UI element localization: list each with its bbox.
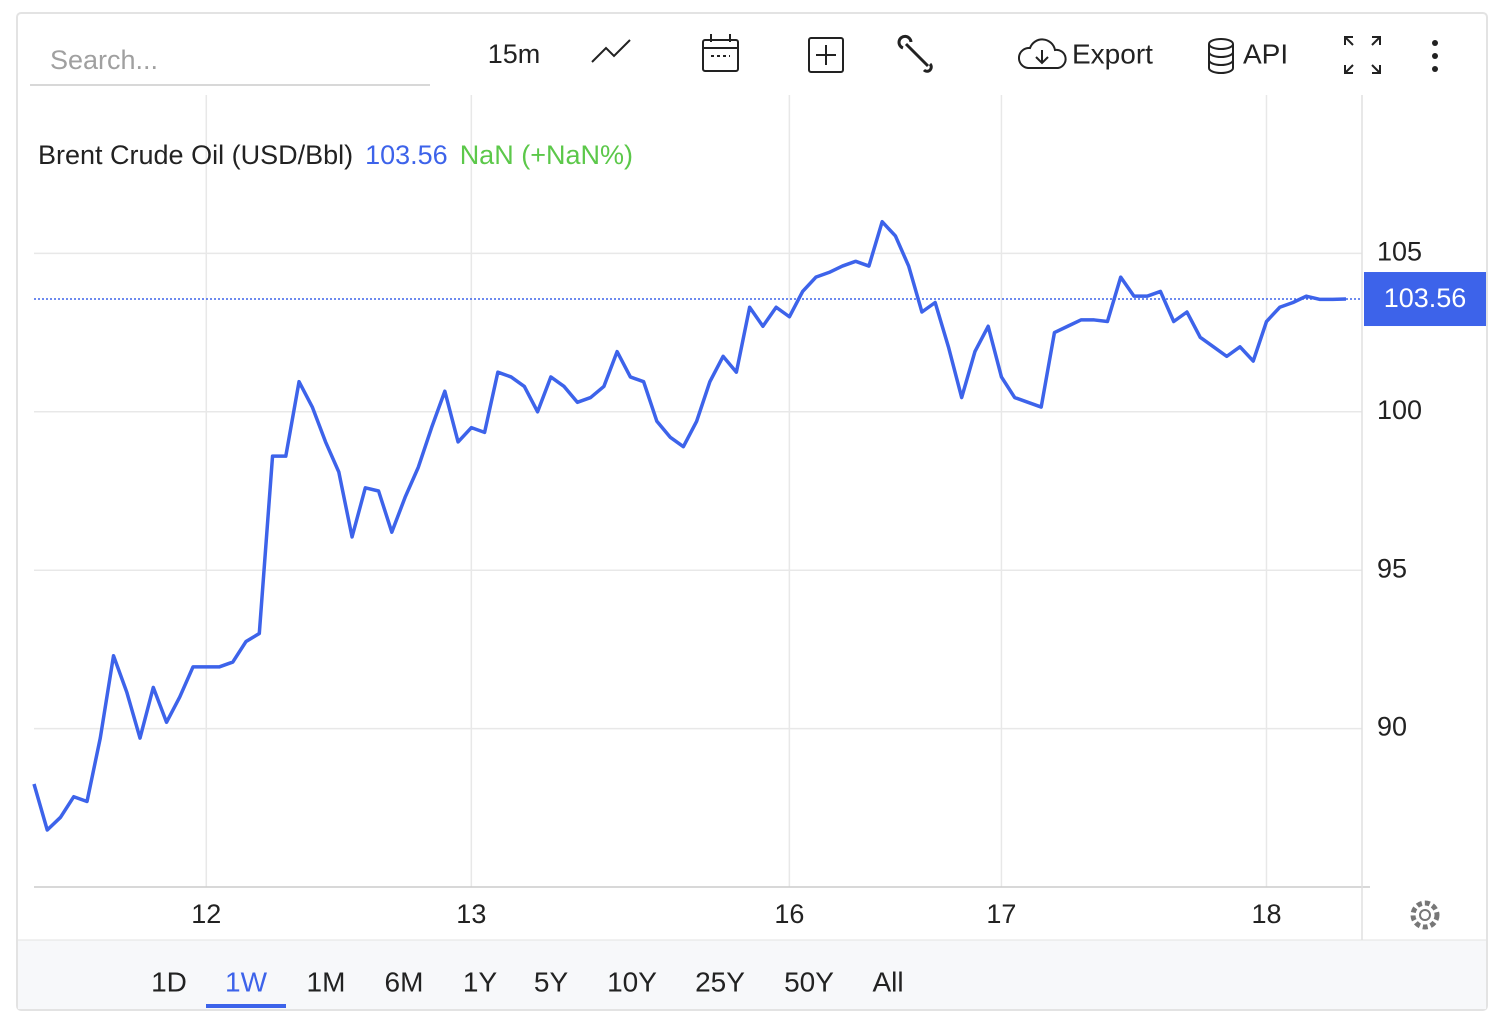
- range-button[interactable]: 50Y: [784, 966, 834, 997]
- y-tick-label: 100: [1377, 395, 1422, 425]
- api-label[interactable]: API: [1243, 38, 1288, 69]
- api-button[interactable]: API: [1208, 38, 1288, 74]
- legend-header: Brent Crude Oil (USD/Bbl) 103.56 NaN (+NaN…: [38, 140, 633, 170]
- x-tick-label: 13: [456, 899, 486, 929]
- range-button[interactable]: 5Y: [534, 966, 569, 997]
- search-placeholder[interactable]: Search...: [50, 45, 158, 75]
- download-arrow: [1035, 50, 1049, 65]
- x-tick-label: 12: [191, 899, 221, 929]
- add-indicator-icon[interactable]: [808, 37, 844, 73]
- frame: [16, 12, 1488, 1011]
- chart-type-icon[interactable]: [591, 39, 631, 63]
- range-button[interactable]: 1W: [225, 966, 268, 997]
- y-tick-label: 90: [1377, 712, 1407, 742]
- calendar-icon[interactable]: [702, 34, 739, 72]
- last-value-label: 103.56: [1384, 283, 1467, 313]
- legend-name: Brent Crude Oil (USD/Bbl): [38, 140, 353, 170]
- range-button[interactable]: 10Y: [607, 966, 657, 997]
- x-tick-label: 17: [986, 899, 1016, 929]
- y-tick-label: 105: [1377, 237, 1422, 267]
- range-button[interactable]: 1M: [307, 966, 346, 997]
- search[interactable]: Search...: [30, 45, 430, 86]
- range-button[interactable]: All: [872, 966, 903, 997]
- export-label[interactable]: Export: [1072, 38, 1153, 69]
- y-tick-label: 95: [1377, 553, 1407, 583]
- range-bar: [18, 940, 1486, 1009]
- x-tick-label: 18: [1251, 899, 1281, 929]
- price-line: [32, 219, 1347, 832]
- database-icon: [1208, 38, 1234, 74]
- range-selector: 1D 1W 1M 6M 1Y 5Y 10Y 25Y 50Y All: [151, 966, 904, 1008]
- interval-button[interactable]: 15m: [488, 39, 541, 69]
- more-icon[interactable]: [1432, 40, 1438, 72]
- legend-value: 103.56: [365, 140, 448, 170]
- last-value-badge: [1364, 272, 1486, 327]
- range-button[interactable]: 6M: [385, 966, 424, 997]
- range-button[interactable]: 1Y: [463, 966, 498, 997]
- range-button[interactable]: 25Y: [695, 966, 745, 997]
- tools-icon[interactable]: [897, 34, 933, 73]
- legend-change: NaN (+NaN%): [460, 140, 633, 170]
- fullscreen-icon[interactable]: [1344, 36, 1381, 74]
- export-button[interactable]: Export: [1018, 38, 1153, 69]
- x-tick-label: 16: [774, 899, 804, 929]
- active-range-underline: [206, 1004, 286, 1008]
- cloud-icon: [1018, 38, 1067, 69]
- settings-icon[interactable]: [1410, 900, 1440, 930]
- plot: 12 13 16 17 18 90 95 100 105 103.56: [32, 95, 1486, 940]
- range-button[interactable]: 1D: [151, 966, 187, 997]
